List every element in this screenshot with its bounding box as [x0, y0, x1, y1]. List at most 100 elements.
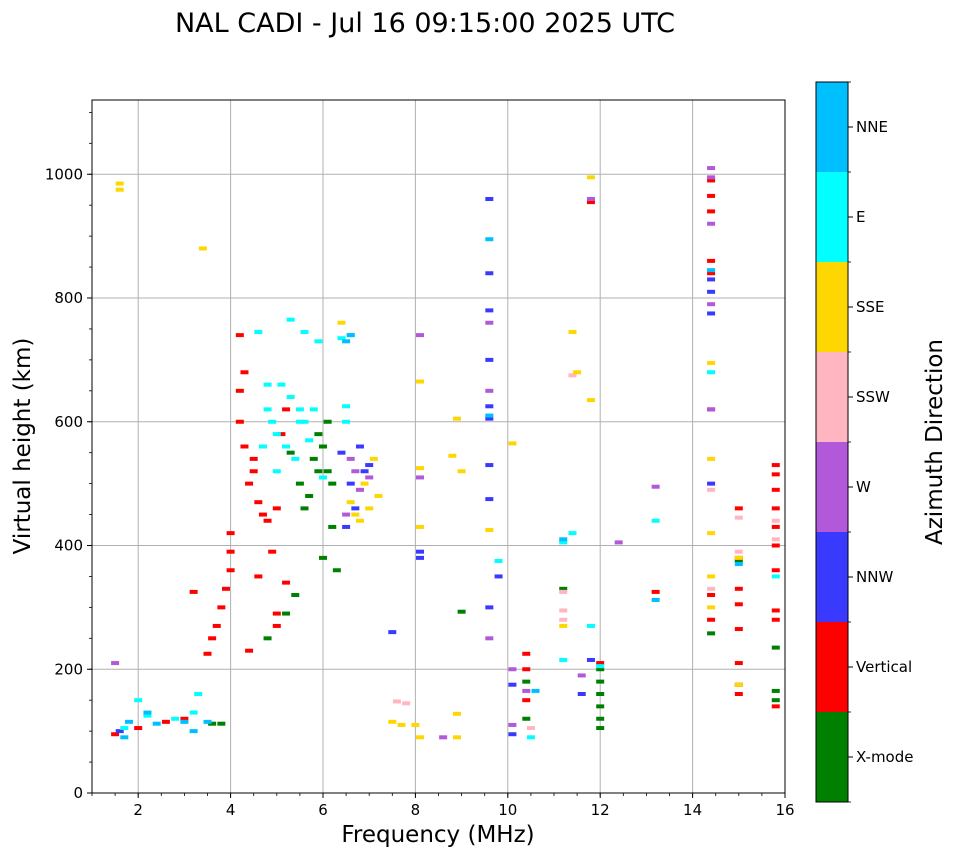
- colorbar-segment: [816, 262, 848, 352]
- data-point: [263, 518, 272, 523]
- data-point: [388, 630, 397, 635]
- data-point: [734, 692, 743, 696]
- data-point: [651, 589, 660, 594]
- data-point: [771, 543, 780, 548]
- data-point: [342, 404, 351, 409]
- data-point: [485, 388, 494, 393]
- data-point: [180, 719, 189, 724]
- data-point: [707, 407, 716, 412]
- data-point: [143, 713, 152, 718]
- data-point: [194, 692, 203, 696]
- data-point: [360, 469, 369, 474]
- data-point: [508, 667, 517, 672]
- data-point: [568, 373, 577, 378]
- data-point: [286, 317, 295, 322]
- data-point: [249, 456, 258, 461]
- data-point: [734, 661, 743, 666]
- data-point: [300, 419, 309, 424]
- data-point: [651, 518, 660, 523]
- data-point: [143, 710, 152, 715]
- data-point: [272, 432, 281, 437]
- data-point: [707, 631, 716, 636]
- data-point: [198, 246, 207, 251]
- data-point: [221, 586, 230, 591]
- data-point: [161, 719, 170, 724]
- data-point: [485, 413, 494, 418]
- data-point: [485, 463, 494, 468]
- data-point: [226, 531, 235, 536]
- data-point: [314, 432, 323, 437]
- data-point: [614, 540, 623, 545]
- data-point: [342, 524, 351, 529]
- data-point: [351, 512, 360, 517]
- data-point: [771, 574, 780, 579]
- data-point: [272, 469, 281, 474]
- data-point: [272, 506, 281, 511]
- data-point: [388, 719, 397, 724]
- data-point: [208, 721, 217, 726]
- data-point: [568, 330, 577, 335]
- data-point: [346, 500, 355, 505]
- x-tick-label: 4: [226, 801, 236, 819]
- data-point: [323, 419, 332, 424]
- data-point: [240, 370, 249, 375]
- data-point: [508, 732, 517, 737]
- data-point: [235, 333, 244, 338]
- data-point: [707, 617, 716, 622]
- chart-title: NAL CADI - Jul 16 09:15:00 2025 UTC: [175, 8, 675, 39]
- x-axis-label: Frequency (MHz): [341, 822, 534, 848]
- series-nne: [120, 237, 743, 740]
- data-point: [707, 268, 716, 273]
- data-point: [771, 472, 780, 477]
- colorbar-segment: [816, 532, 848, 622]
- data-point: [189, 710, 198, 715]
- data-point: [508, 722, 517, 727]
- data-point: [522, 679, 531, 684]
- data-point: [300, 506, 309, 511]
- colorbar-tick-label: W: [856, 478, 871, 496]
- data-point: [485, 197, 494, 201]
- data-point: [559, 617, 568, 622]
- data-point: [439, 735, 448, 740]
- grid-lines: [92, 100, 786, 794]
- data-point: [508, 441, 517, 446]
- data-point: [707, 221, 716, 226]
- data-point: [314, 339, 323, 344]
- series-nnw: [115, 197, 716, 737]
- data-point: [771, 617, 780, 622]
- data-point: [485, 308, 494, 313]
- data-point: [586, 623, 595, 628]
- data-point: [734, 555, 743, 560]
- data-point: [522, 716, 531, 721]
- data-point: [734, 586, 743, 591]
- data-point: [277, 382, 286, 387]
- x-tick-label: 6: [318, 801, 328, 819]
- data-point: [402, 701, 411, 706]
- data-point: [452, 711, 461, 716]
- data-point: [771, 518, 780, 523]
- data-point: [374, 494, 383, 498]
- data-point: [771, 487, 780, 492]
- data-point: [351, 506, 360, 511]
- data-point: [573, 370, 582, 375]
- data-point: [707, 178, 716, 183]
- data-point: [171, 716, 180, 721]
- data-point: [369, 456, 378, 461]
- data-point: [240, 444, 249, 449]
- data-point: [208, 636, 217, 641]
- data-point: [268, 549, 277, 554]
- data-point: [559, 657, 568, 662]
- data-point: [522, 688, 531, 693]
- data-point: [707, 605, 716, 610]
- data-point: [416, 549, 425, 554]
- data-point: [115, 187, 124, 192]
- data-point: [707, 258, 716, 263]
- data-point: [309, 407, 318, 412]
- data-point: [180, 716, 189, 721]
- data-point: [319, 475, 327, 480]
- data-point: [258, 444, 267, 449]
- colorbar-label: Azimuth Direction: [922, 339, 948, 545]
- data-point: [559, 540, 568, 545]
- data-point: [111, 661, 120, 666]
- y-tick-label: 200: [54, 660, 83, 678]
